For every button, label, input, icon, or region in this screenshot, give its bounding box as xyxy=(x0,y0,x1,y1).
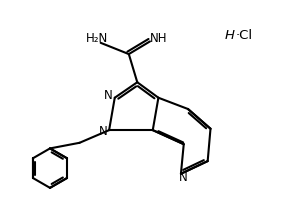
Text: N: N xyxy=(179,171,187,184)
Text: H: H xyxy=(224,29,234,42)
Text: N: N xyxy=(98,125,107,138)
Text: NH: NH xyxy=(150,32,167,44)
Text: ·Cl: ·Cl xyxy=(236,29,253,42)
Text: N: N xyxy=(104,89,113,102)
Text: H₂N: H₂N xyxy=(86,32,108,45)
